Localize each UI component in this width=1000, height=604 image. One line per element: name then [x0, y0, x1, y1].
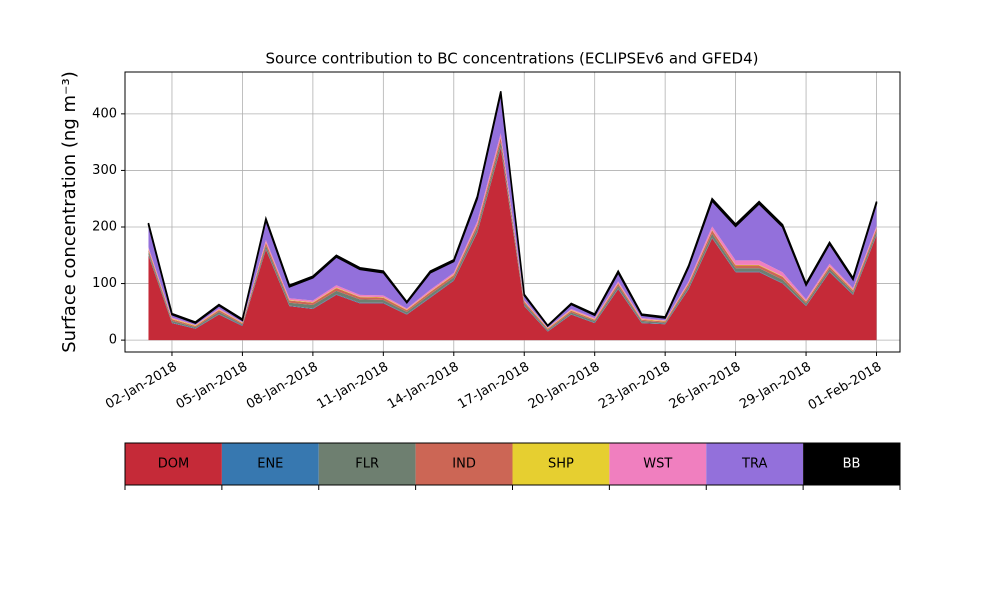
y-tick-label: 400 — [92, 106, 117, 121]
legend-swatch — [706, 443, 804, 485]
y-tick-label: 100 — [92, 276, 117, 291]
area — [147, 91, 878, 328]
legend-swatch — [609, 443, 707, 485]
x-tick-label: 05-Jan-2018 — [174, 360, 251, 413]
area — [148, 93, 877, 328]
y-axis-label: Surface concentration (ng m⁻³) — [59, 71, 80, 353]
x-tick-label: 17-Jan-2018 — [455, 360, 532, 413]
legend-swatch — [125, 443, 222, 485]
legend-label: BB — [843, 457, 861, 472]
legend-label: FLR — [355, 457, 379, 472]
legend-swatch — [415, 443, 513, 485]
x-tick-label: 14-Jan-2018 — [385, 360, 462, 413]
legend-label: SHP — [548, 457, 574, 472]
x-tick-label: 29-Jan-2018 — [737, 360, 814, 413]
x-tick-label: 02-Jan-2018 — [103, 360, 180, 413]
x-tick-label: 26-Jan-2018 — [667, 360, 744, 413]
x-tick-label: 08-Jan-2018 — [244, 360, 321, 413]
legend-label: TRA — [741, 457, 767, 472]
x-tick-label: 20-Jan-2018 — [526, 360, 603, 413]
legend-frame — [124, 442, 901, 486]
y-tick-label: 200 — [92, 219, 117, 234]
legend-swatch — [221, 443, 319, 485]
plot-area: 0 100 200 300 400 02-Jan-201805-Jan-201808-Ja… — [92, 72, 900, 414]
y-tick-label: 0 — [109, 333, 117, 348]
legend-label: IND — [452, 457, 476, 472]
legend-swatch — [318, 443, 416, 485]
legend-label: DOM — [158, 457, 189, 472]
legend-swatch — [512, 443, 610, 485]
legend-swatch — [803, 443, 900, 485]
y-tick-label: 300 — [92, 163, 117, 178]
area — [148, 147, 877, 341]
x-tick-label: 11-Jan-2018 — [314, 360, 391, 413]
x-tick-label: 23-Jan-2018 — [596, 360, 673, 413]
legend: DOM ENE FLR IND SHP WST TRA BB — [124, 442, 901, 490]
axes-frame — [124, 71, 901, 353]
legend-label: WST — [643, 457, 672, 472]
x-tick-label: 01-Feb-2018 — [806, 360, 885, 414]
chart-title: Source contribution to BC concentrations… — [265, 50, 758, 68]
legend-label: ENE — [257, 457, 283, 472]
